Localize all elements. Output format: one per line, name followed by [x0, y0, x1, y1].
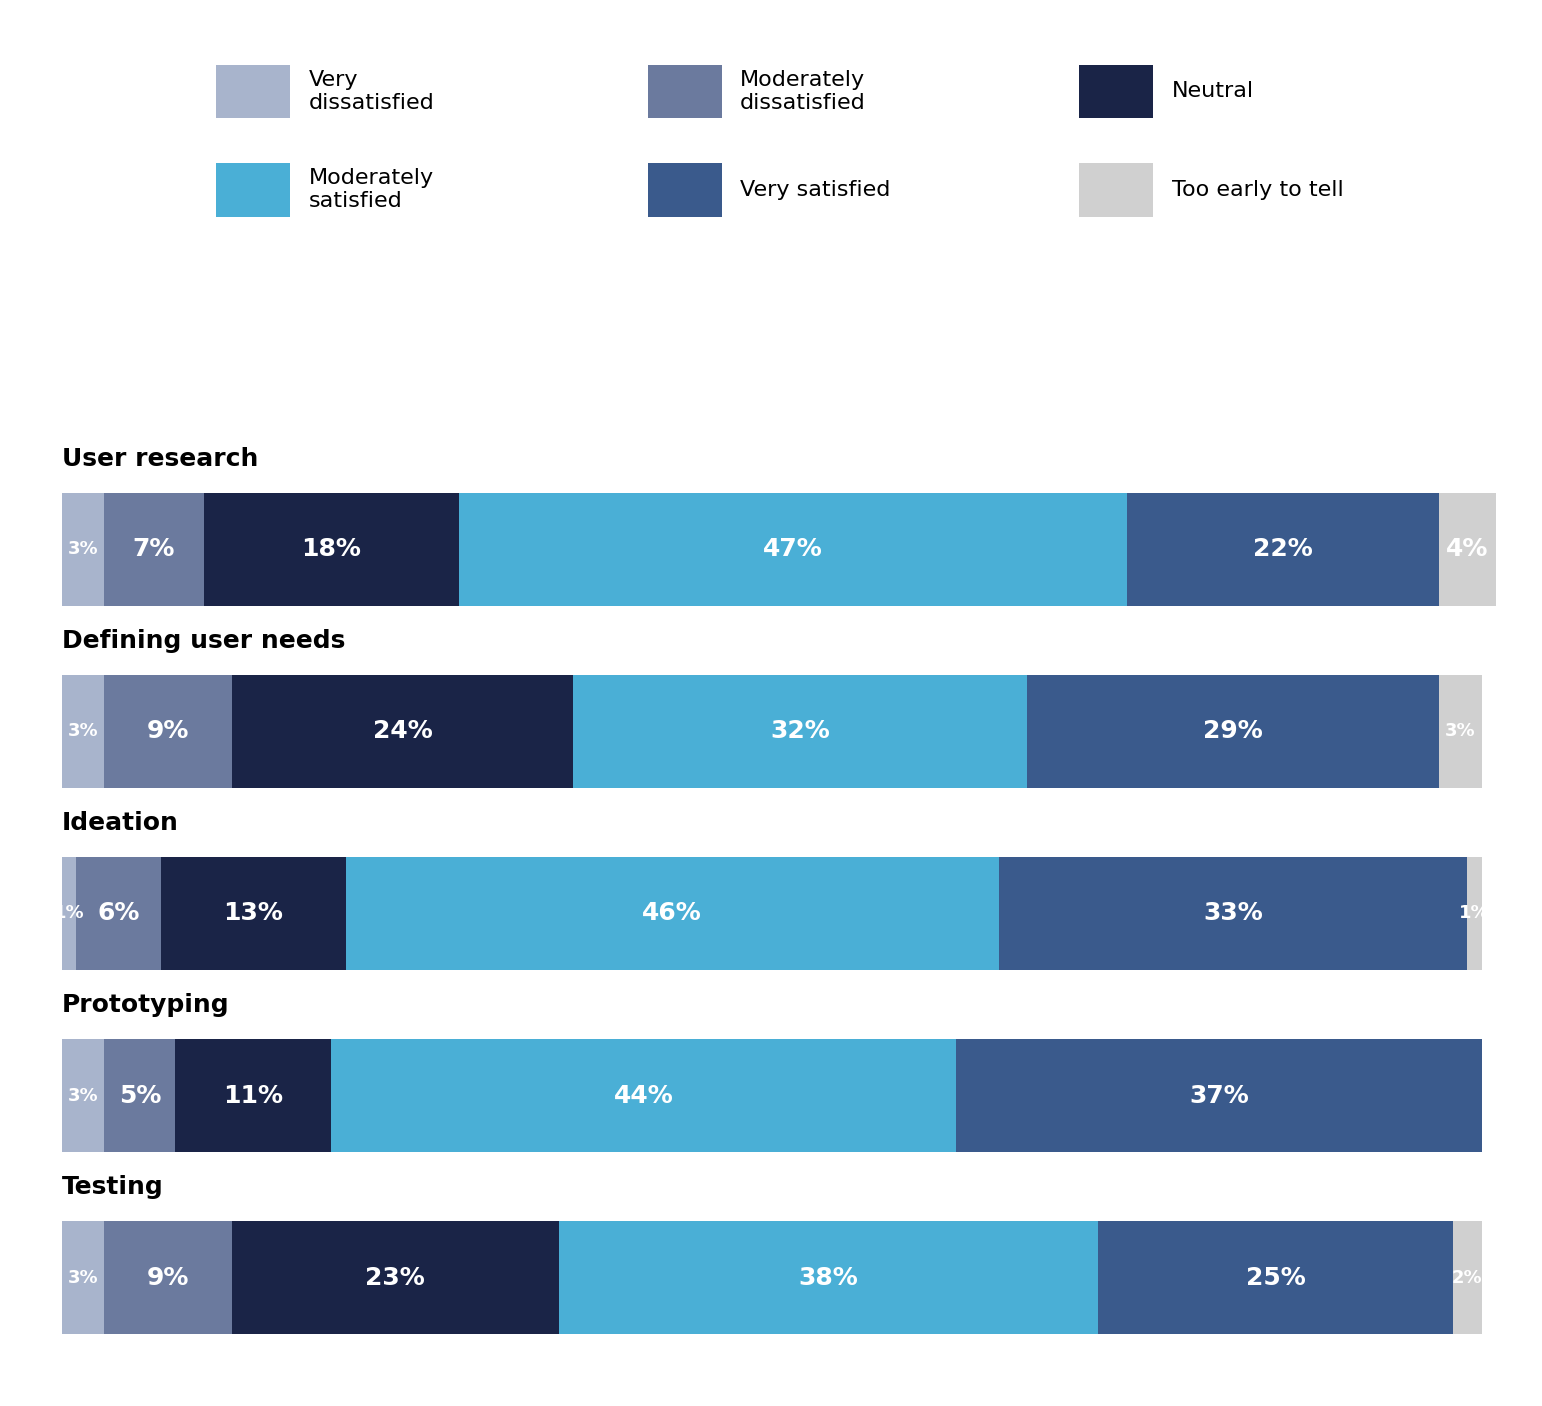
Text: User research: User research — [62, 447, 258, 471]
Bar — [1127, 494, 1439, 606]
Text: 3%: 3% — [68, 1087, 99, 1105]
Text: Moderately
dissatisfied: Moderately dissatisfied — [740, 70, 867, 112]
Text: 1%: 1% — [54, 904, 85, 922]
Text: Testing: Testing — [62, 1175, 163, 1199]
Bar — [1439, 675, 1482, 787]
Bar — [1468, 858, 1482, 970]
Text: 24%: 24% — [373, 720, 432, 744]
Bar — [160, 858, 345, 970]
Text: Very
dissatisfied: Very dissatisfied — [308, 70, 435, 112]
Text: 32%: 32% — [769, 720, 830, 744]
Bar — [1439, 494, 1496, 606]
Text: 38%: 38% — [799, 1265, 859, 1289]
Text: 23%: 23% — [365, 1265, 426, 1289]
Bar — [105, 675, 231, 787]
Bar — [105, 1039, 176, 1152]
Bar — [332, 1039, 956, 1152]
Text: 13%: 13% — [224, 901, 284, 925]
Text: 44%: 44% — [614, 1084, 674, 1108]
Text: 3%: 3% — [68, 723, 99, 741]
Text: 22%: 22% — [1254, 537, 1312, 561]
Text: Too early to tell: Too early to tell — [1172, 180, 1343, 200]
Bar — [1027, 675, 1439, 787]
Text: 7%: 7% — [133, 537, 176, 561]
Text: 46%: 46% — [643, 901, 702, 925]
Bar — [231, 1222, 558, 1334]
Bar — [1453, 1222, 1482, 1334]
Text: 37%: 37% — [1189, 1084, 1249, 1108]
Bar — [460, 494, 1127, 606]
Text: Prototyping: Prototyping — [62, 993, 230, 1018]
Text: 29%: 29% — [1203, 720, 1263, 744]
Bar — [1098, 1222, 1453, 1334]
Bar — [62, 494, 105, 606]
Text: Defining user needs: Defining user needs — [62, 628, 345, 652]
Text: 18%: 18% — [302, 537, 361, 561]
Text: 9%: 9% — [146, 720, 190, 744]
Text: Neutral: Neutral — [1172, 82, 1254, 101]
Text: 25%: 25% — [1246, 1265, 1306, 1289]
Bar — [62, 858, 76, 970]
Bar — [62, 1222, 105, 1334]
Text: 11%: 11% — [224, 1084, 284, 1108]
Text: 5%: 5% — [119, 1084, 160, 1108]
Bar — [345, 858, 999, 970]
Text: Moderately
satisfied: Moderately satisfied — [308, 169, 433, 211]
Bar — [62, 1039, 105, 1152]
Bar — [956, 1039, 1482, 1152]
Bar — [105, 494, 204, 606]
Bar — [558, 1222, 1098, 1334]
Bar — [176, 1039, 332, 1152]
Bar — [62, 675, 105, 787]
Text: 3%: 3% — [68, 540, 99, 558]
Text: Very satisfied: Very satisfied — [740, 180, 891, 200]
Bar — [231, 675, 572, 787]
Text: 4%: 4% — [1446, 537, 1488, 561]
Text: 33%: 33% — [1203, 901, 1263, 925]
Bar — [204, 494, 460, 606]
Text: 47%: 47% — [763, 537, 823, 561]
Text: 6%: 6% — [97, 901, 140, 925]
Text: 3%: 3% — [1445, 723, 1476, 741]
Bar — [572, 675, 1027, 787]
Bar — [76, 858, 160, 970]
Bar — [105, 1222, 231, 1334]
Text: 9%: 9% — [146, 1265, 190, 1289]
Text: 2%: 2% — [1453, 1268, 1483, 1286]
Text: 3%: 3% — [68, 1268, 99, 1286]
Bar — [999, 858, 1468, 970]
Text: Ideation: Ideation — [62, 811, 179, 835]
Text: 1%: 1% — [1459, 904, 1490, 922]
